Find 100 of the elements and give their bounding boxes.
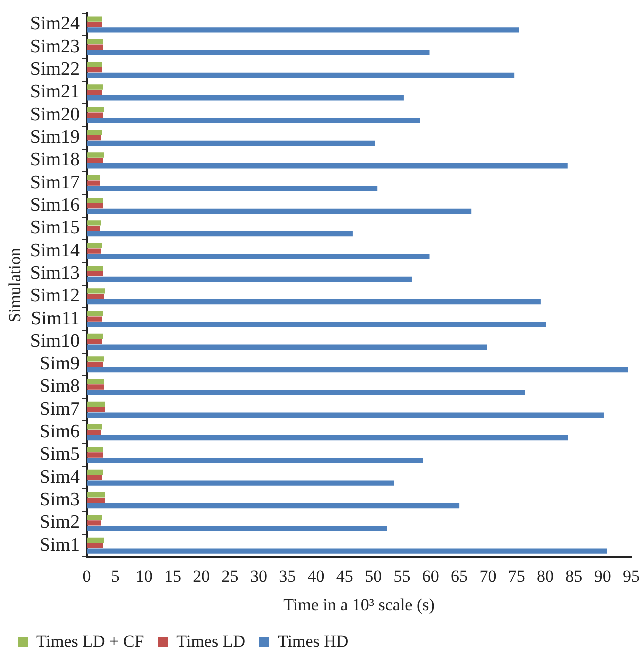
bar	[87, 198, 104, 204]
bar	[87, 503, 460, 509]
y-tick-label: Sim18	[30, 150, 80, 171]
bar	[87, 470, 104, 476]
y-tick-label: Sim21	[30, 82, 80, 103]
y-axis-title: Simulation	[6, 247, 25, 323]
bar	[87, 379, 104, 384]
bar	[87, 299, 541, 305]
bar	[87, 232, 353, 237]
bar	[87, 276, 412, 282]
bar	[87, 458, 424, 464]
bar	[87, 90, 102, 96]
bar	[87, 475, 102, 480]
x-tick-label: 5	[111, 566, 120, 586]
bar	[87, 402, 106, 408]
bar	[87, 311, 104, 316]
bar	[87, 140, 376, 146]
bar	[87, 480, 394, 486]
x-tick-label: 0	[82, 566, 92, 586]
bar	[87, 424, 102, 430]
legend-label: Times HD	[278, 632, 349, 651]
y-tick-label: Sim7	[40, 398, 80, 420]
x-axis-title: Time in a 10³ scale (s)	[284, 595, 435, 614]
y-tick-label: Sim23	[30, 36, 80, 58]
bar	[87, 520, 102, 526]
bar	[87, 294, 104, 300]
bar	[87, 447, 104, 452]
x-tick-label: 75	[508, 566, 526, 586]
bar	[87, 130, 102, 136]
bar	[87, 16, 102, 22]
y-tick-label: Sim2	[40, 512, 80, 534]
bar	[87, 390, 526, 396]
y-tick-label: Sim14	[30, 240, 81, 262]
bar	[87, 203, 104, 209]
bar	[87, 543, 104, 548]
bar	[87, 39, 104, 45]
bar	[87, 180, 100, 186]
bar	[87, 339, 102, 345]
x-tick-label: 65	[451, 566, 468, 586]
y-tick-label: Sim12	[30, 286, 80, 307]
bar	[87, 435, 568, 441]
y-tick-label: Sim19	[30, 127, 80, 148]
y-tick-label: Sim16	[30, 194, 80, 216]
bar	[87, 515, 102, 520]
y-tick-label: Sim8	[40, 376, 80, 398]
x-tick-label: 50	[365, 566, 382, 586]
x-tick-label: 80	[537, 566, 554, 586]
bar	[87, 548, 608, 554]
bar	[87, 152, 104, 158]
y-tick-label: Sim6	[40, 422, 80, 443]
y-tick-label: Sim11	[31, 308, 80, 330]
bar	[87, 407, 106, 413]
y-tick-label: Sim22	[30, 59, 80, 80]
y-tick-label: Sim5	[40, 444, 80, 466]
bar	[87, 362, 104, 368]
bar	[87, 96, 404, 101]
x-tick-label: 10	[136, 566, 153, 586]
y-tick-label: Sim4	[40, 466, 81, 488]
y-tick-label: Sim10	[30, 330, 80, 352]
bar	[87, 44, 104, 50]
x-tick-label: 25	[222, 566, 239, 586]
bar	[87, 492, 106, 498]
x-tick-label: 35	[279, 566, 296, 586]
bar	[87, 84, 104, 90]
bar	[87, 67, 102, 73]
x-tick-label: 15	[164, 566, 182, 586]
bar	[87, 248, 102, 254]
y-tick-label: Sim13	[30, 262, 80, 284]
y-tick-label: Sim9	[40, 354, 80, 375]
bar	[87, 538, 104, 544]
x-tick-label: 90	[594, 566, 612, 586]
x-tick-label: 60	[422, 566, 440, 586]
bar	[87, 254, 430, 260]
bar	[87, 118, 420, 124]
x-tick-label: 85	[566, 566, 583, 586]
bar	[87, 384, 104, 390]
bar	[87, 430, 102, 436]
bar	[87, 164, 568, 169]
bar	[87, 271, 104, 277]
bar	[87, 334, 104, 340]
bar	[87, 367, 628, 373]
y-tick-label: Sim1	[40, 534, 80, 556]
bar	[87, 72, 515, 78]
bar	[87, 226, 100, 232]
bar	[87, 322, 546, 328]
bar	[87, 344, 488, 350]
bar	[87, 243, 102, 248]
legend-label: Times LD + CF	[36, 632, 144, 651]
bar	[87, 266, 104, 272]
bar	[87, 186, 378, 192]
bar	[87, 50, 430, 56]
bar	[87, 112, 104, 118]
x-tick-label: 40	[308, 566, 325, 586]
bar	[87, 28, 520, 33]
bar	[87, 526, 388, 532]
bar	[87, 62, 102, 68]
bar	[87, 412, 604, 418]
bar	[87, 452, 104, 458]
y-tick-label: Sim20	[30, 104, 80, 126]
x-tick-label: 45	[336, 566, 354, 586]
